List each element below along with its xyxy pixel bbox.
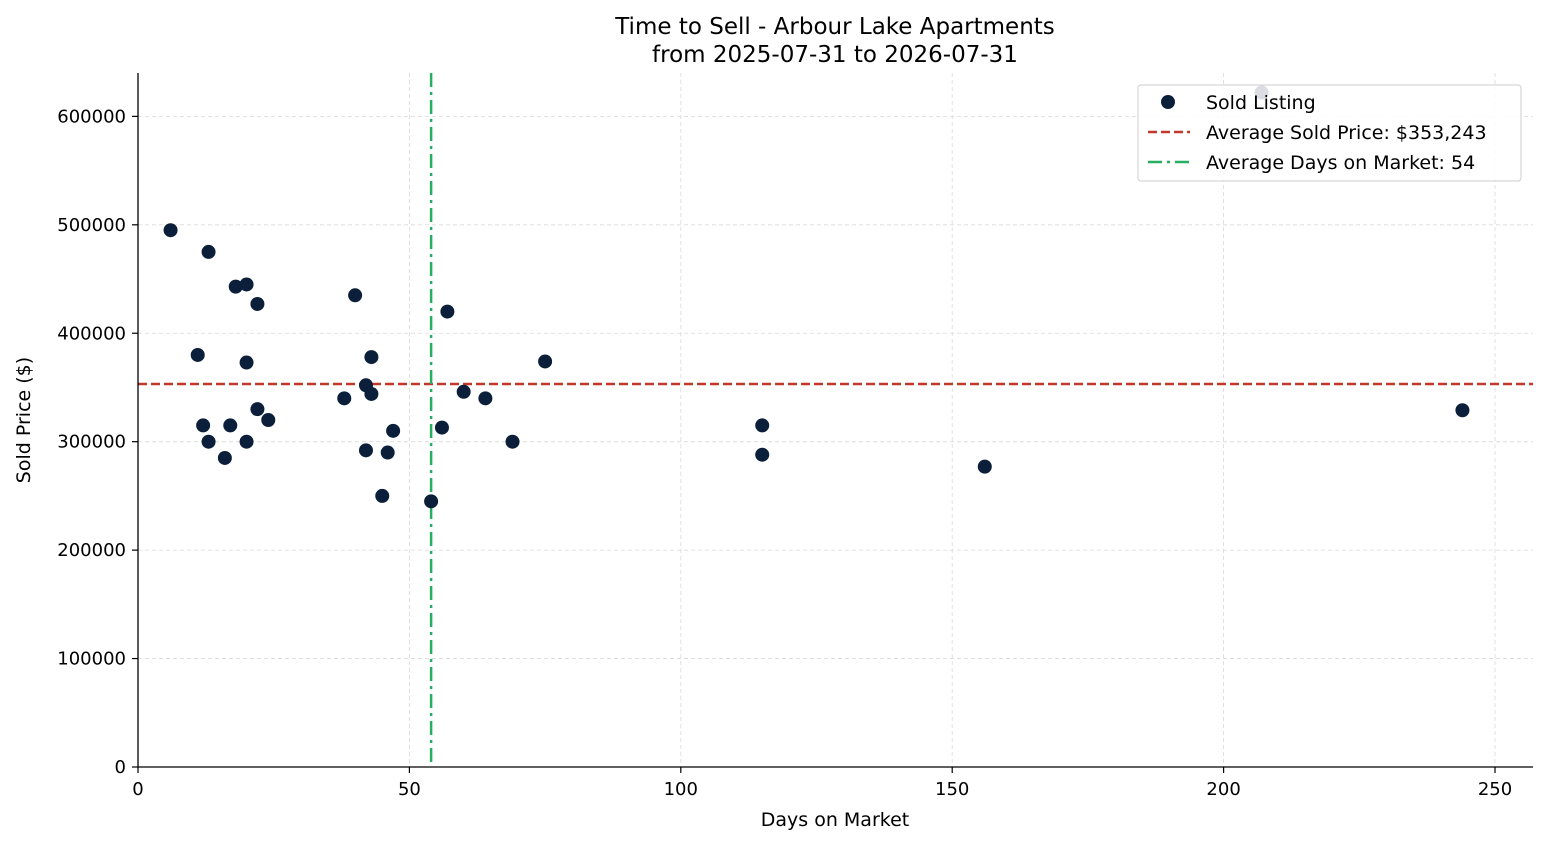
chart-subtitle: from 2025-07-31 to 2026-07-31 <box>652 42 1018 68</box>
legend-marker-sold-listing <box>1161 95 1175 109</box>
x-tick-label: 100 <box>664 779 698 800</box>
scatter-point <box>755 447 770 462</box>
y-axis-ticks: 0 100000 200000 300000 400000 500000 600000 <box>57 106 138 778</box>
y-tick-label: 600000 <box>57 106 126 127</box>
scatter-point <box>358 443 373 458</box>
legend-label-sold-listing: Sold Listing <box>1206 92 1316 114</box>
scatter-point <box>239 355 254 370</box>
y-tick-label: 200000 <box>57 540 126 561</box>
x-tick-label: 0 <box>132 779 143 800</box>
scatter-point <box>375 488 390 503</box>
scatter-point <box>217 450 232 465</box>
scatter-point <box>239 434 254 449</box>
scatter-point <box>239 277 254 292</box>
legend-box <box>1137 84 1522 182</box>
scatter-point <box>163 223 178 238</box>
legend-label-average-price: Average Sold Price: $353,243 <box>1206 122 1487 144</box>
scatter-point <box>250 296 265 311</box>
scatter-point <box>505 434 520 449</box>
scatter-point <box>424 494 439 509</box>
scatter-point <box>380 445 395 460</box>
x-tick-label: 250 <box>1478 779 1512 800</box>
scatter-point <box>337 391 352 406</box>
scatter-point <box>440 304 455 319</box>
scatter-point <box>478 391 493 406</box>
y-tick-label: 300000 <box>57 432 126 453</box>
x-axis-ticks: 0 50 100 150 200 250 <box>132 767 1512 800</box>
scatter-point <box>364 386 379 401</box>
chart-title: Time to Sell - Arbour Lake Apartments <box>614 14 1055 40</box>
scatter-point <box>456 384 471 399</box>
y-tick-label: 500000 <box>57 215 126 236</box>
reference-lines <box>138 73 1533 767</box>
scatter-point <box>261 413 276 427</box>
scatter-point <box>755 418 770 433</box>
scatter-point <box>1455 403 1470 418</box>
scatter-point <box>201 434 216 449</box>
scatter-point <box>250 402 265 417</box>
scatter-point <box>228 279 243 294</box>
data-points <box>163 85 1470 509</box>
x-tick-label: 150 <box>935 779 969 800</box>
scatter-point <box>538 354 553 369</box>
scatter-point <box>434 420 449 435</box>
scatter-point <box>348 288 363 303</box>
scatter-point <box>190 347 205 362</box>
scatter-point <box>196 418 211 433</box>
y-tick-label: 400000 <box>57 323 126 344</box>
scatter-point <box>201 244 216 259</box>
scatter-point <box>977 459 992 474</box>
scatter-point <box>223 418 238 433</box>
legend-label-average-days: Average Days on Market: 54 <box>1206 152 1475 174</box>
y-tick-label: 0 <box>115 757 126 778</box>
x-axis-label: Days on Market <box>761 809 909 831</box>
y-tick-label: 100000 <box>57 649 126 670</box>
y-axis-label: Sold Price ($) <box>13 357 35 483</box>
legend: Sold Listing Average Sold Price: $353,24… <box>1137 84 1522 182</box>
scatter-point <box>386 423 401 438</box>
x-tick-label: 50 <box>398 779 421 800</box>
x-tick-label: 200 <box>1206 779 1240 800</box>
scatter-point <box>364 350 379 365</box>
